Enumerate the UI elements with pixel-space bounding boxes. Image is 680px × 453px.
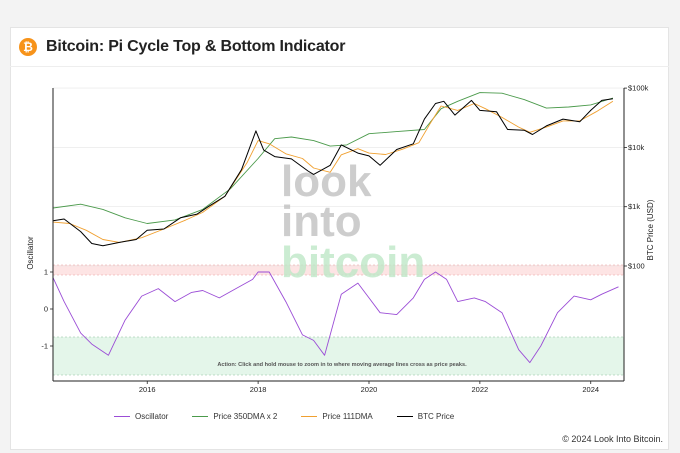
y-left-tick-label: -1 [41, 342, 48, 351]
x-tick-label: 2022 [472, 385, 489, 394]
chart-legend: Oscillator Price 350DMA x 2 Price 111DMA… [114, 412, 478, 421]
copyright-footer: © 2024 Look Into Bitcoin. [562, 434, 663, 444]
legend-350dma-swatch [192, 416, 209, 417]
legend-350dma[interactable]: Price 350DMA x 2 [192, 412, 277, 421]
y-left-tick-label: 1 [44, 268, 48, 277]
y-right-tick-label: $100k [628, 84, 649, 93]
legend-350dma-label: Price 350DMA x 2 [213, 412, 278, 421]
bottom-band [53, 337, 624, 375]
oscillator-line [52, 271, 619, 364]
legend-111dma-label: Price 111DMA [322, 412, 373, 421]
x-tick-label: 2016 [139, 385, 156, 394]
chart-header: ₿ Bitcoin: Pi Cycle Top & Bottom Indicat… [10, 27, 669, 67]
dma350x2-line [52, 92, 614, 224]
axis-ticks: 2016 2018 2020 2022 2024 1 0 -1 $100 $1k $10k $100k [41, 84, 648, 394]
y-right-tick-label: $100 [628, 262, 645, 271]
y-left-tick-label: 0 [44, 305, 48, 314]
series-layer [52, 92, 619, 364]
legend-btc-price[interactable]: BTC Price [396, 412, 455, 421]
watermark-look: look [281, 157, 372, 206]
y-right-tick-label: $1k [628, 202, 640, 211]
watermark-into: into [281, 197, 362, 246]
legend-btc-price-swatch [396, 416, 413, 417]
x-tick-label: 2018 [250, 385, 267, 394]
legend-111dma[interactable]: Price 111DMA [301, 412, 373, 421]
legend-btc-price-label: BTC Price [417, 412, 455, 421]
x-tick-label: 2020 [361, 385, 378, 394]
page-title: Bitcoin: Pi Cycle Top & Bottom Indicator [46, 37, 346, 55]
legend-oscillator-label: Oscillator [135, 412, 169, 421]
y-right-tick-label: $10k [628, 143, 645, 152]
btc-price-line [52, 98, 613, 247]
legend-oscillator-swatch [114, 416, 130, 417]
top-band [53, 265, 624, 275]
zoom-annotation: Action: Click and hold mouse to zoom in … [217, 362, 467, 368]
x-tick-label: 2024 [582, 385, 599, 394]
price-gridlines [53, 87, 624, 267]
bitcoin-logo-icon: ₿ [19, 37, 37, 56]
dma111-line [52, 100, 614, 243]
legend-oscillator[interactable]: Oscillator [114, 412, 168, 421]
legend-111dma-swatch [301, 416, 318, 417]
y-left-axis-label: Oscillator [26, 236, 35, 270]
watermark-bitcoin: bitcoin [281, 238, 425, 287]
y-right-axis-label: BTC Price (USD) [646, 199, 655, 260]
chart-card [10, 27, 669, 450]
